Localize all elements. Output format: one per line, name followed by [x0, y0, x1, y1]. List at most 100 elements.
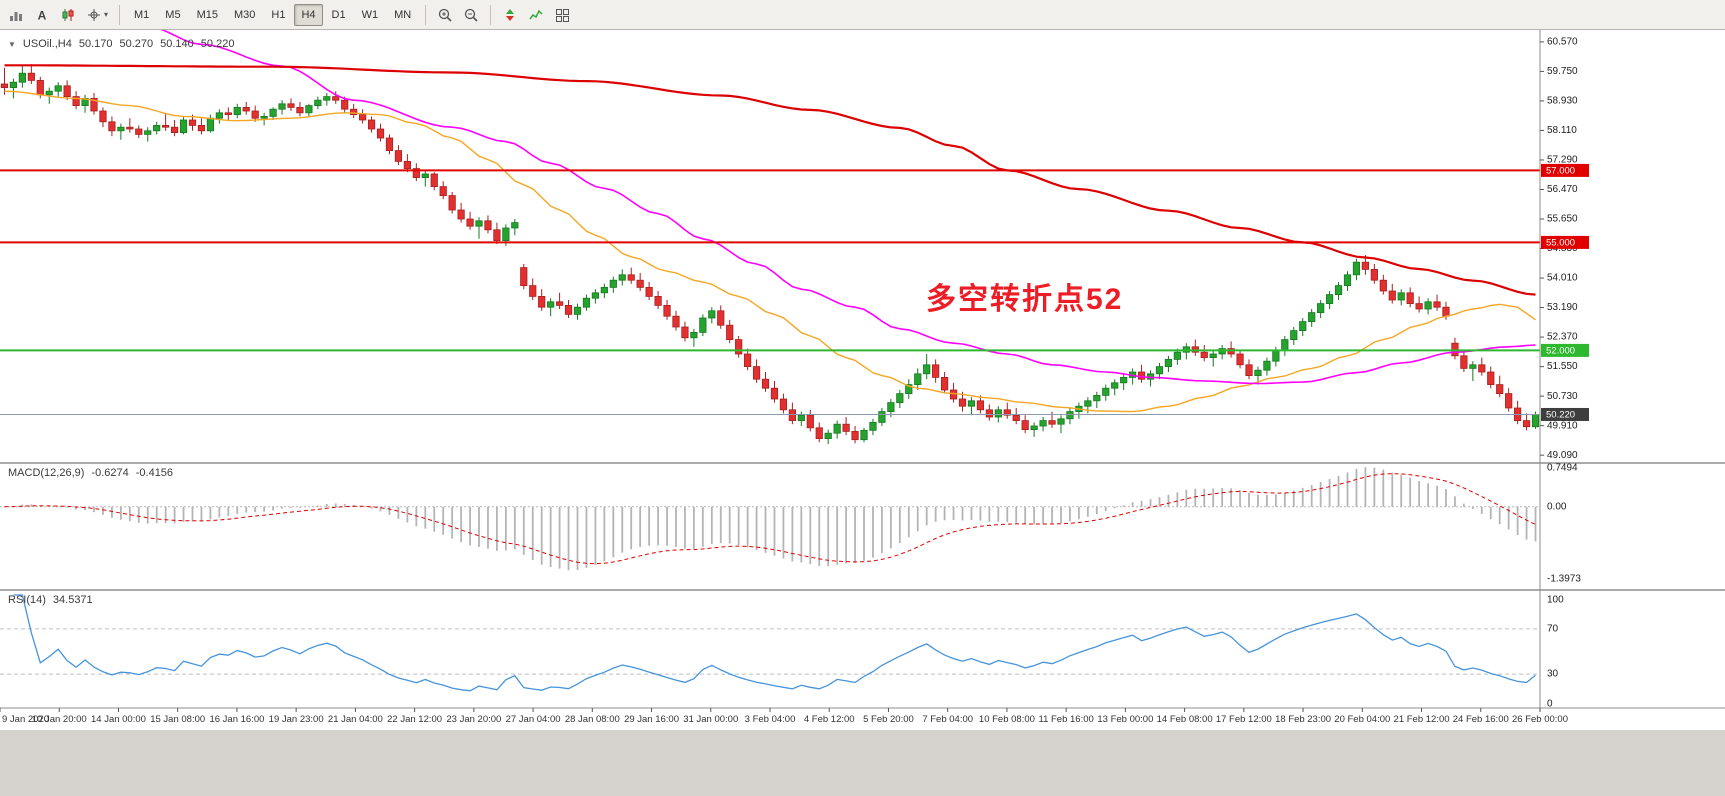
zoom-out-icon[interactable] — [459, 4, 483, 26]
timeframe-button-m15[interactable]: M15 — [196, 8, 218, 21]
time-tick-label: 29 Jan 16:00 — [624, 714, 679, 725]
window-background — [0, 730, 1725, 796]
rsi-value: 34.5371 — [52, 594, 93, 606]
price-axis[interactable]: 60.570 59.750 58.930 58.110 57.290 56.470 55.6… — [1539, 30, 1589, 708]
time-tick-label: 15 Jan 08:00 — [150, 714, 205, 725]
rsi-pane-title: RSI(14) 34.5371 — [8, 594, 93, 606]
time-tick-label: 31 Jan 00:00 — [683, 714, 738, 725]
price-badge-label: 57.000 — [1546, 165, 1575, 176]
time-tick-label: 19 Jan 23:00 — [269, 714, 324, 725]
tile-windows-icon[interactable] — [550, 4, 574, 26]
time-tick-label: 10 Jan 20:00 — [32, 714, 87, 725]
toolbar-separator — [490, 4, 492, 25]
chart-window: 60.570 59.750 58.930 58.110 57.290 56.470 55.6… — [0, 30, 1725, 730]
price-tick-label: 50.730 — [1547, 391, 1578, 402]
price-tick-label: 60.570 — [1547, 37, 1578, 48]
price-tick-label: 58.110 — [1547, 125, 1577, 136]
price-tick-label: 49.090 — [1547, 450, 1578, 461]
timeframe-button-m30[interactable]: M30 — [233, 8, 256, 21]
time-tick-label: 17 Feb 12:00 — [1216, 714, 1272, 725]
time-tick-label: 18 Feb 23:00 — [1275, 714, 1331, 725]
ohlc-high: 50.270 — [119, 38, 154, 50]
toolbar: A ▾ M1 M5 M15 M30 H1 H4 D1 W1 MN — [0, 0, 1725, 30]
time-tick-label: 4 Feb 12:00 — [804, 714, 855, 725]
horizontal-lines[interactable] — [0, 169, 1540, 415]
zoom-in-icon[interactable] — [433, 4, 457, 26]
text-tool-icon[interactable]: A — [30, 4, 54, 26]
time-tick-label: 24 Feb 16:00 — [1453, 714, 1509, 725]
price-badge-57.000 — [1541, 163, 1589, 177]
macd-main-value: -0.6274 — [91, 467, 129, 479]
macd-label: MACD(12,26,9) — [8, 467, 85, 479]
moving-averages — [4, 30, 1536, 413]
price-tick-label: 53.190 — [1547, 302, 1578, 313]
price-tick-label: 59.750 — [1547, 66, 1578, 77]
rsi-axis-label: 100 — [1547, 595, 1564, 606]
time-tick-label: 14 Feb 08:00 — [1157, 714, 1213, 725]
rsi-axis-label: 30 — [1547, 669, 1559, 680]
dropdown-caret-icon: ▾ — [104, 10, 109, 19]
price-badge-52.000 — [1541, 343, 1589, 357]
price-tick-label: 56.470 — [1547, 184, 1578, 195]
line-studies-icon[interactable]: ▾ — [82, 4, 112, 26]
chart-canvas[interactable]: 60.570 59.750 58.930 58.110 57.290 56.470 55.6… — [0, 30, 1725, 730]
price-tick-label: 57.290 — [1547, 155, 1578, 166]
macd-axis-label: 0.7494 — [1547, 463, 1578, 474]
timeframe-button-w1[interactable]: W1 — [361, 8, 379, 21]
price-tick-label: 54.010 — [1547, 273, 1578, 284]
time-tick-label: 21 Feb 12:00 — [1394, 714, 1450, 725]
toolbar-separator — [119, 4, 121, 25]
price-tick-label: 58.930 — [1547, 96, 1578, 107]
price-tick-label: 52.370 — [1547, 332, 1578, 343]
time-tick-label: 16 Jan 16:00 — [209, 714, 264, 725]
ma-slow-line — [4, 64, 1536, 296]
candlestick-chart-icon[interactable] — [56, 4, 80, 26]
time-tick-label: 22 Jan 12:00 — [387, 714, 442, 725]
time-tick-label: 14 Jan 00:00 — [91, 714, 146, 725]
timeframe-button-h1[interactable]: H1 — [271, 8, 286, 21]
time-tick-label: 10 Feb 08:00 — [979, 714, 1035, 725]
ohlc-close: 50.220 — [200, 38, 235, 50]
timeframe-button-h4[interactable]: H4 — [294, 3, 323, 26]
pane-separators[interactable] — [0, 462, 1725, 709]
candles — [0, 64, 1540, 444]
price-tick-label: 51.550 — [1547, 361, 1578, 372]
price-tick-label: 49.910 — [1547, 420, 1578, 431]
chart-annotation: 多空转折点52 — [926, 283, 1124, 316]
ma-mid-line — [160, 30, 1536, 385]
time-tick-label: 26 Feb 00:00 — [1512, 714, 1568, 725]
price-badge-label: 52.000 — [1546, 345, 1575, 356]
toolbar-separator — [425, 4, 427, 25]
timeframe-button-mn[interactable]: MN — [394, 8, 412, 21]
timeframe-button-m5[interactable]: M5 — [165, 8, 181, 21]
macd-axis-label: 0.00 — [1547, 501, 1567, 512]
time-tick-label: 9 Jan 2020 — [2, 714, 49, 725]
charts-grid-icon[interactable] — [4, 4, 28, 26]
ohlc-low: 50.140 — [160, 38, 194, 50]
price-badge-50.220 — [1541, 407, 1589, 421]
macd-signal-line — [4, 473, 1536, 565]
rsi-axis-label: 70 — [1547, 624, 1559, 635]
price-badge-label: 50.220 — [1546, 409, 1575, 420]
macd-signal-value: -0.4156 — [135, 467, 174, 479]
rsi-line — [13, 594, 1536, 692]
chart-title: ▼ USOil.,H4 50.170 50.270 50.140 50.220 — [8, 38, 234, 50]
rsi-pane: 100 70 30 0 — [0, 594, 1564, 710]
timeframe-button-m1[interactable]: M1 — [134, 8, 150, 21]
ma-fast-line — [4, 90, 1536, 413]
rsi-axis-label: 0 — [1547, 699, 1553, 710]
price-badge-55.000 — [1541, 235, 1589, 249]
tick-chart-icon[interactable] — [524, 4, 548, 26]
timeframe-button-d1[interactable]: D1 — [331, 8, 346, 21]
time-tick-label: 7 Feb 04:00 — [922, 714, 973, 725]
time-tick-label: 11 Feb 16:00 — [1039, 714, 1094, 725]
new-order-icon[interactable] — [498, 4, 522, 26]
symbol-period-label: USOil.,H4 — [22, 38, 72, 50]
collapse-icon[interactable]: ▼ — [8, 39, 16, 49]
ohlc-open: 50.170 — [78, 38, 113, 50]
svg-text:A: A — [38, 8, 47, 22]
time-tick-label: 27 Jan 04:00 — [506, 714, 561, 725]
time-tick-label: 5 Feb 20:00 — [863, 714, 914, 725]
time-tick-label: 3 Feb 04:00 — [745, 714, 796, 725]
